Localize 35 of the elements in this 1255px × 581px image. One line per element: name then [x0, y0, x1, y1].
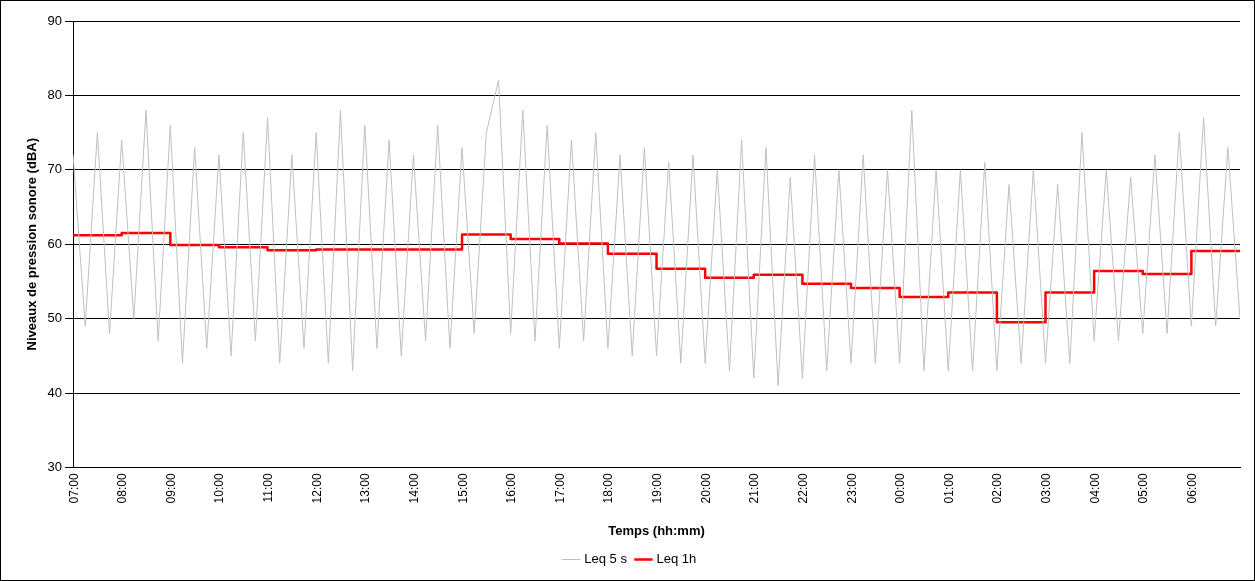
x-tick-label: 11:00 [261, 473, 276, 503]
x-tick-label: 01:00 [941, 473, 956, 504]
x-tick-label: 05:00 [1136, 473, 1151, 504]
x-tick-label: 19:00 [650, 473, 665, 504]
x-tick-label: 04:00 [1087, 473, 1102, 504]
x-tick-label: 00:00 [893, 473, 908, 504]
y-tick-label: 50 [47, 310, 63, 326]
x-tick-label: 21:00 [747, 473, 762, 504]
x-tick-label: 22:00 [795, 473, 810, 504]
legend-label: Leq 1h [656, 551, 697, 567]
y-tick-label: 70 [47, 161, 63, 177]
x-tick-label: 20:00 [698, 473, 713, 504]
x-tick-label: 15:00 [455, 473, 470, 504]
x-tick-label: 13:00 [358, 473, 373, 504]
x-tick-label: 08:00 [115, 473, 130, 504]
x-tick-label: 07:00 [66, 473, 81, 504]
x-axis-title: Temps (hh:mm) [608, 522, 705, 538]
y-tick-label: 30 [47, 458, 63, 474]
x-tick-label: 10:00 [212, 473, 227, 504]
x-tick-label: 09:00 [163, 473, 178, 504]
y-tick-label: 90 [47, 12, 63, 28]
x-tick-label: 14:00 [406, 473, 421, 504]
y-tick-label: 80 [47, 86, 63, 102]
y-tick-label: 40 [47, 384, 63, 400]
y-tick-label: 60 [47, 235, 63, 251]
x-tick-label: 02:00 [990, 473, 1005, 504]
x-tick-label: 16:00 [504, 473, 519, 504]
x-tick-label: 17:00 [552, 473, 567, 504]
x-tick-label: 18:00 [601, 473, 616, 504]
y-axis-title: Niveaux de pression sonore (dBA) [24, 138, 40, 351]
x-tick-label: 12:00 [309, 473, 324, 504]
x-tick-label: 03:00 [1039, 473, 1054, 504]
legend-label: Leq 5 s [584, 551, 628, 567]
x-tick-label: 23:00 [844, 473, 859, 504]
x-tick-label: 06:00 [1184, 473, 1199, 504]
